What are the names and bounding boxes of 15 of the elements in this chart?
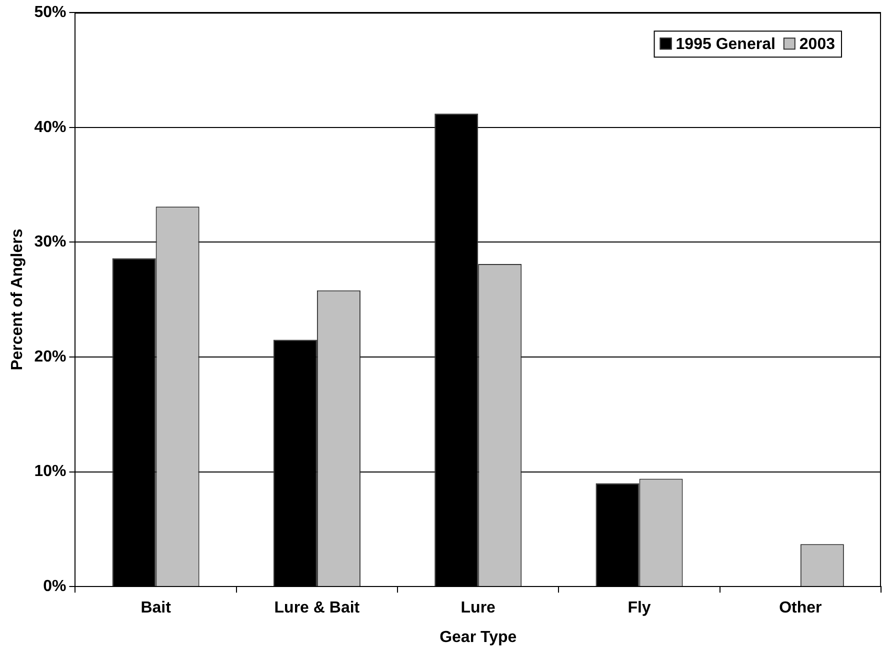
- x-tick-label: Lure: [460, 600, 496, 617]
- x-tick-label: Fly: [628, 600, 651, 617]
- y-tick-label: 30%: [34, 234, 66, 251]
- x-tick-label: Bait: [140, 600, 172, 617]
- x-tick-label: Lure & Bait: [274, 600, 360, 617]
- y-tick-label: 40%: [34, 118, 66, 136]
- legend-label: 1995 General: [676, 36, 776, 54]
- x-tick-label: Other: [779, 600, 822, 617]
- y-tick-label: 10%: [34, 463, 66, 480]
- y-tick-label: 50%: [34, 4, 66, 22]
- y-tick-label: 20%: [34, 348, 66, 366]
- y-axis-title: Percent of Anglers: [9, 228, 26, 370]
- legend-label: 2003: [799, 36, 836, 54]
- x-axis-title: Gear Type: [440, 628, 517, 646]
- y-tick-label: 0%: [43, 578, 66, 596]
